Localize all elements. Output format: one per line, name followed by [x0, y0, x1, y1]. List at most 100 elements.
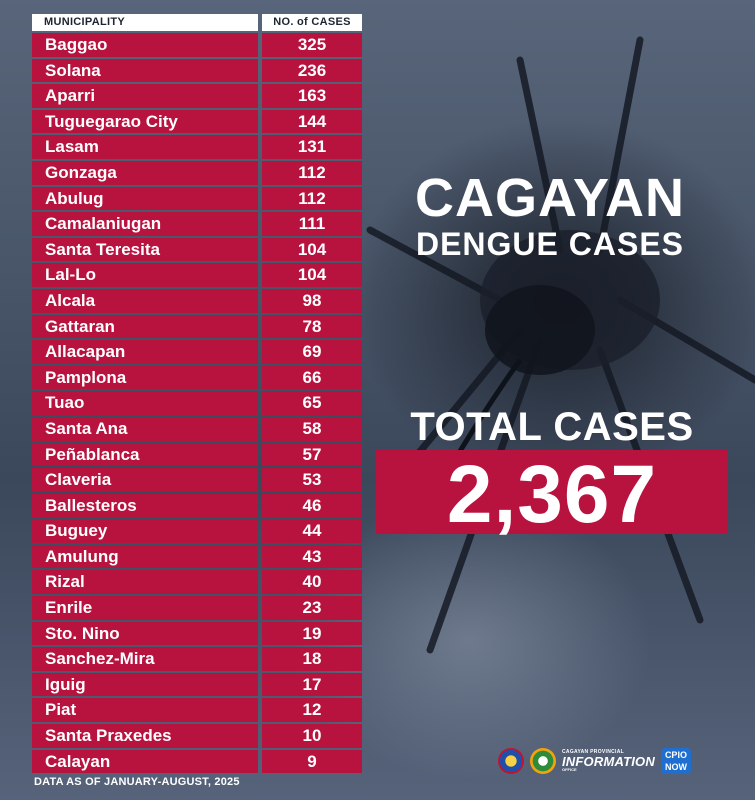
case-count: 131 [262, 135, 362, 159]
municipality-name: Calayan [32, 749, 258, 774]
government-seal-icon [498, 748, 524, 774]
municipality-name: Abulug [32, 186, 258, 211]
case-count: 98 [262, 288, 362, 313]
municipality-name: Sto. Nino [32, 621, 258, 646]
logo-strip: CAGAYAN PROVINCIAL INFORMATION OFFICE CP… [498, 744, 691, 778]
case-count: 53 [262, 468, 362, 492]
table-row: Ballesteros 46 [32, 493, 362, 518]
table-row: Santa Ana 58 [32, 416, 362, 441]
municipality-name: Baggao [32, 33, 258, 57]
total-cases-label: TOTAL CASES [410, 405, 694, 449]
table-row: Lasam 131 [32, 135, 362, 159]
municipality-name: Peñablanca [32, 442, 258, 467]
case-count: 43 [262, 544, 362, 569]
table-row: Sto. Nino 19 [32, 621, 362, 646]
cpio-now-logo: CPIO NOW [660, 748, 691, 774]
case-count: 78 [262, 314, 362, 339]
table-row: Abulug 112 [32, 186, 362, 211]
cases-table: MUNICIPALITY NO. of CASES Baggao 325 Solan… [32, 14, 362, 775]
total-cases-value: 2,367 [376, 450, 728, 540]
table-row: Iguig 17 [32, 672, 362, 697]
case-count: 58 [262, 416, 362, 441]
table-body: Baggao 325 Solana 236 Aparri 163 Tuguegarao Ci… [32, 33, 362, 774]
case-count: 325 [262, 33, 362, 57]
pio-line1: CAGAYAN PROVINCIAL [562, 749, 624, 755]
municipality-name: Iguig [32, 672, 258, 697]
data-footnote: DATA AS OF JANUARY-AUGUST, 2025 [34, 776, 240, 788]
municipality-name: Amulung [32, 544, 258, 569]
table-row: Allacapan 69 [32, 340, 362, 364]
case-count: 112 [262, 186, 362, 211]
case-count: 104 [262, 237, 362, 262]
table-row: Piat 12 [32, 698, 362, 723]
municipality-name: Lal-Lo [32, 263, 258, 287]
table-row: Santa Praxedes 10 [32, 724, 362, 748]
case-count: 163 [262, 84, 362, 108]
table-row: Enrile 23 [32, 596, 362, 620]
pio-line2: INFORMATION [562, 754, 655, 769]
title-dengue-cases: DENGUE CASES [415, 226, 685, 262]
case-count: 112 [262, 160, 362, 185]
cases-header: NO. of CASES [262, 14, 362, 31]
municipality-name: Tuao [32, 391, 258, 415]
table-row: Tuguegarao City 144 [32, 109, 362, 134]
table-row: Aparri 163 [32, 84, 362, 108]
province-seal-icon [530, 748, 556, 774]
table-row: Solana 236 [32, 58, 362, 83]
municipality-name: Solana [32, 58, 258, 83]
table-row: Claveria 53 [32, 468, 362, 492]
table-row: Rizal 40 [32, 570, 362, 595]
municipality-name: Buguey [32, 519, 258, 543]
municipality-name: Aparri [32, 84, 258, 108]
case-count: 104 [262, 263, 362, 287]
case-count: 69 [262, 340, 362, 364]
municipality-name: Santa Ana [32, 416, 258, 441]
table-row: Calayan 9 [32, 749, 362, 774]
case-count: 40 [262, 570, 362, 595]
municipality-name: Enrile [32, 596, 258, 620]
table-row: Buguey 44 [32, 519, 362, 543]
table-row: Lal-Lo 104 [32, 263, 362, 287]
municipality-name: Pamplona [32, 365, 258, 390]
case-count: 10 [262, 724, 362, 748]
municipality-name: Claveria [32, 468, 258, 492]
table-row: Sanchez-Mira 18 [32, 647, 362, 671]
table-row: Gonzaga 112 [32, 160, 362, 185]
case-count: 111 [262, 212, 362, 236]
title-cagayan: CAGAYAN [414, 168, 686, 228]
table-row: Baggao 325 [32, 33, 362, 57]
municipality-name: Lasam [32, 135, 258, 159]
cpio-line1: CPIO [664, 750, 687, 760]
case-count: 46 [262, 493, 362, 518]
table-row: Camalaniugan 111 [32, 212, 362, 236]
municipality-name: Piat [32, 698, 258, 723]
case-count: 57 [262, 442, 362, 467]
municipality-name: Gonzaga [32, 160, 258, 185]
table-row: Santa Teresita 104 [32, 237, 362, 262]
municipality-name: Tuguegarao City [32, 109, 258, 134]
table-row: Pamplona 66 [32, 365, 362, 390]
table-row: Alcala 98 [32, 288, 362, 313]
case-count: 144 [262, 109, 362, 134]
case-count: 66 [262, 365, 362, 390]
case-count: 19 [262, 621, 362, 646]
case-count: 44 [262, 519, 362, 543]
municipality-name: Alcala [32, 288, 258, 313]
table-row: Gattaran 78 [32, 314, 362, 339]
municipality-name: Ballesteros [32, 493, 258, 518]
table-header: MUNICIPALITY NO. of CASES [32, 14, 362, 31]
cpio-line2: NOW [664, 762, 687, 772]
municipality-name: Sanchez-Mira [32, 647, 258, 671]
case-count: 12 [262, 698, 362, 723]
case-count: 23 [262, 596, 362, 620]
pio-logo: CAGAYAN PROVINCIAL INFORMATION OFFICE [562, 750, 655, 772]
pio-line3: OFFICE [562, 767, 577, 772]
municipality-header: MUNICIPALITY [32, 14, 258, 31]
table-row: Amulung 43 [32, 544, 362, 569]
municipality-name: Santa Praxedes [32, 724, 258, 748]
municipality-name: Camalaniugan [32, 212, 258, 236]
case-count: 236 [262, 58, 362, 83]
table-row: Tuao 65 [32, 391, 362, 415]
municipality-name: Gattaran [32, 314, 258, 339]
